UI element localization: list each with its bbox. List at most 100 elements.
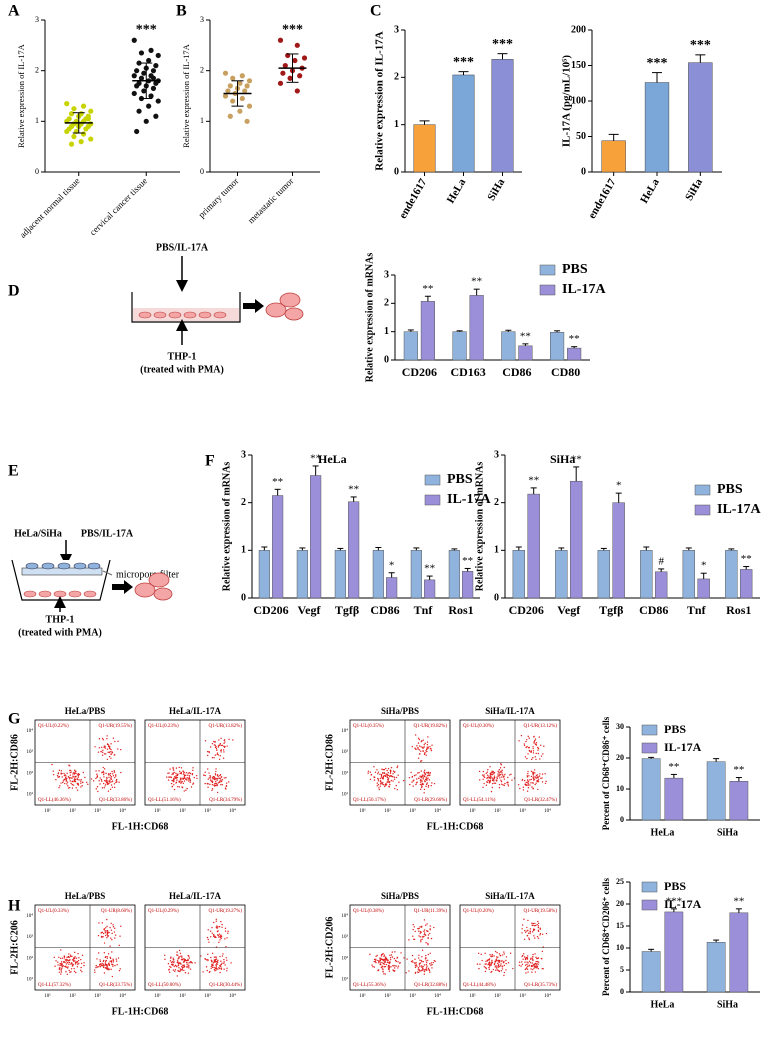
flow-event — [393, 776, 395, 778]
flow-event — [429, 925, 431, 927]
flow-event — [111, 786, 114, 789]
flow-event — [78, 957, 80, 959]
flow-event — [220, 749, 223, 751]
flow-event — [536, 776, 538, 778]
flow-event — [221, 926, 223, 929]
flow-event — [494, 966, 496, 968]
flow-event — [411, 745, 414, 748]
flow-event — [108, 755, 111, 758]
flow-event — [380, 953, 383, 956]
x-tick-label: Tgfβ — [599, 603, 623, 617]
flow-event — [413, 926, 415, 928]
flow-event — [221, 923, 223, 926]
flow-event — [545, 780, 547, 783]
flow-event — [108, 782, 110, 785]
flow-event — [99, 965, 102, 968]
flow-event — [60, 957, 62, 960]
y-tick-label: 20 — [616, 753, 624, 762]
flow-event — [498, 771, 500, 774]
flow-event — [107, 782, 109, 785]
flow-event — [63, 955, 66, 958]
data-point — [83, 126, 89, 132]
y-tick-label: 3 — [384, 269, 389, 280]
flow-event — [431, 963, 433, 966]
flow-event — [423, 769, 426, 772]
significance: ** — [520, 330, 531, 342]
flow-event — [421, 961, 423, 963]
flow-event — [423, 788, 426, 791]
flow-event — [106, 748, 109, 750]
flow-event — [478, 770, 481, 773]
flow-event — [497, 966, 500, 968]
quadrant-label: Q1-UL(0.33%) — [38, 909, 69, 914]
flow-event — [108, 931, 110, 934]
bar — [469, 295, 484, 361]
flow-event — [179, 968, 182, 970]
flow-event — [59, 964, 61, 966]
flow-event — [224, 938, 226, 940]
data-point — [150, 68, 157, 74]
flow-event — [493, 963, 496, 966]
flow-event — [537, 957, 539, 960]
flow-event — [525, 781, 527, 784]
flow-event — [420, 784, 423, 786]
flow-event — [212, 933, 215, 936]
flow-event — [67, 960, 69, 962]
flow-y-tick-label: 10¹ — [27, 977, 34, 983]
flow-event — [379, 959, 381, 961]
flow-event — [422, 739, 424, 741]
flow-event — [232, 739, 234, 741]
flow-event — [96, 773, 98, 775]
flow-event — [429, 952, 431, 954]
bar — [682, 550, 696, 599]
flow-event — [525, 740, 527, 743]
flow-event — [525, 746, 527, 749]
flow-event — [420, 779, 422, 781]
data-point — [146, 57, 152, 64]
flow-x-tick-label: 10² — [179, 993, 186, 999]
flow-event — [185, 961, 188, 964]
flow-event — [503, 778, 506, 780]
flow-event — [95, 966, 97, 969]
flow-y-label: FL-2H:CD206 — [324, 917, 335, 979]
flow-event — [369, 953, 371, 956]
flow-event — [66, 973, 69, 975]
flow-event — [107, 774, 110, 776]
flow-event — [418, 935, 420, 937]
flow-x-tick-label: 10³ — [204, 993, 211, 999]
flow-event — [380, 774, 383, 777]
data-point — [148, 47, 154, 54]
flow-event — [425, 785, 427, 787]
flow-event — [526, 968, 529, 970]
flow-event — [385, 958, 388, 960]
flow-event — [167, 772, 169, 774]
flow-event — [425, 954, 427, 957]
flow-event — [532, 929, 535, 931]
flow-event — [80, 958, 82, 961]
flow-event — [537, 922, 540, 925]
flow-event — [488, 964, 491, 966]
flow-event — [72, 773, 74, 775]
flow-event — [414, 966, 417, 969]
flow-event — [176, 961, 179, 964]
flow-event — [418, 954, 420, 956]
flow-event — [109, 779, 111, 781]
flow-event — [417, 748, 419, 750]
flow-event — [526, 738, 528, 741]
flow-event — [497, 964, 500, 967]
flow-event — [65, 775, 67, 777]
flow-event — [533, 963, 535, 965]
flow-event — [183, 969, 185, 972]
data-point — [280, 70, 286, 76]
flow-event — [210, 956, 212, 959]
flow-event — [204, 782, 206, 785]
flow-event — [104, 747, 107, 749]
flow-event — [500, 779, 502, 781]
bar — [348, 501, 360, 599]
flow-event — [379, 785, 381, 787]
flow-event — [115, 774, 117, 776]
quadrant-label: Q1-LL(46.36%) — [38, 798, 71, 803]
flow-y-tick-label: 10³ — [342, 749, 349, 755]
